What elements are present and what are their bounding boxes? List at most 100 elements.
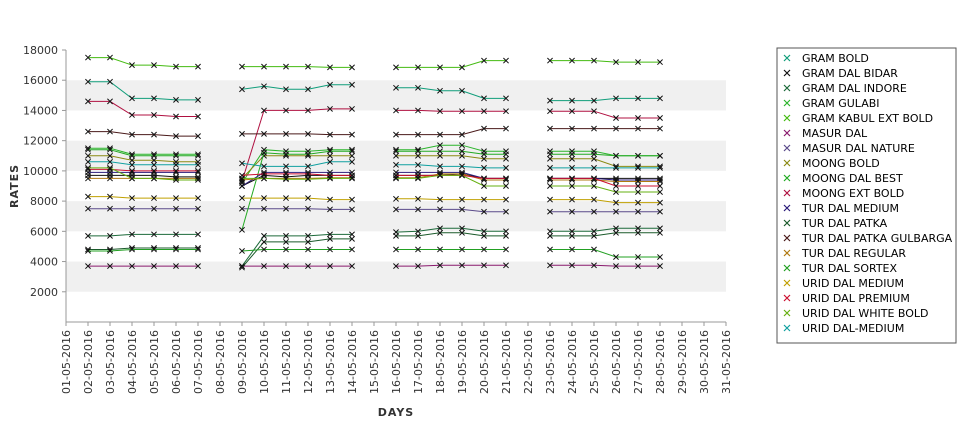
data-point (503, 262, 509, 269)
legend-entry: MOONG BOLD (802, 157, 880, 170)
data-point (437, 108, 443, 115)
data-point (591, 196, 597, 203)
data-point (481, 196, 487, 203)
series-moong-dal-best (85, 146, 663, 233)
data-point (591, 183, 597, 189)
data-point (173, 246, 179, 253)
x-tick-label: 21-05-2016 (500, 330, 513, 394)
data-point (173, 113, 179, 120)
data-point (613, 263, 619, 270)
data-point (569, 155, 575, 162)
legend-marker (783, 204, 791, 212)
data-point (283, 130, 289, 137)
legend-marker (783, 159, 791, 167)
data-point (503, 57, 509, 64)
legend-entry: MOONG DAL BEST (802, 172, 903, 185)
data-point (591, 228, 597, 235)
data-point (327, 175, 333, 182)
data-point (349, 81, 355, 88)
data-point (459, 246, 465, 253)
legend-marker (783, 234, 791, 242)
data-point (437, 64, 443, 71)
x-tick-label: 19-05-2016 (456, 330, 469, 394)
data-point (503, 108, 509, 115)
data-point (503, 175, 509, 182)
data-point (349, 196, 355, 203)
data-point (195, 113, 201, 120)
data-point (195, 205, 201, 212)
data-point (239, 205, 245, 212)
data-point (481, 208, 487, 215)
data-point (591, 246, 597, 253)
data-point (481, 125, 487, 132)
series-gram-dal-indore (85, 225, 663, 270)
data-point (437, 229, 443, 236)
data-point (85, 54, 91, 61)
data-point (195, 63, 201, 70)
background-band (66, 201, 726, 232)
data-point (327, 64, 333, 71)
x-tick-label: 17-05-2016 (412, 330, 425, 394)
x-tick-label: 09-05-2016 (236, 330, 249, 394)
series-line (88, 168, 660, 187)
data-point (107, 175, 113, 182)
legend-marker (783, 309, 791, 317)
data-point (151, 152, 157, 159)
data-point (239, 183, 245, 189)
data-point (261, 107, 267, 114)
data-point (261, 232, 267, 239)
data-point (503, 151, 509, 158)
data-point (85, 232, 91, 239)
y-axis-ticks: 2000 4000 6000 8000 10000 12000 14000 16000 1800… (23, 44, 66, 299)
data-point (459, 229, 465, 236)
data-point (569, 175, 575, 182)
data-point (503, 228, 509, 235)
x-tick-label: 11-05-2016 (280, 330, 293, 394)
data-point (85, 152, 91, 159)
data-point (569, 262, 575, 269)
data-point (327, 196, 333, 203)
legend-entry: MASUR DAL NATURE (802, 142, 915, 155)
data-point (635, 164, 641, 171)
data-point (173, 263, 179, 270)
x-tick-label: 31-05-2016 (720, 330, 733, 394)
data-point (107, 205, 113, 212)
legend-box (776, 47, 957, 344)
data-point (635, 183, 641, 189)
data-point (107, 193, 113, 200)
data-point (591, 125, 597, 132)
y-tick-label: 8000 (30, 195, 58, 208)
legend-marker (783, 84, 791, 92)
x-tick-label: 27-05-2016 (632, 330, 645, 394)
data-point (151, 246, 157, 253)
data-point (613, 208, 619, 215)
data-point (657, 59, 663, 66)
data-point (635, 125, 641, 132)
x-tick-label: 02-05-2016 (82, 330, 95, 394)
data-point (613, 152, 619, 159)
data-point (393, 131, 399, 138)
series-masur-dal (85, 262, 663, 270)
data-point (503, 232, 509, 239)
data-point (239, 130, 245, 137)
data-point (107, 164, 113, 171)
data-point (107, 232, 113, 239)
legend-entry: TUR DAL MEDIUM (801, 202, 899, 215)
y-tick-label: 2000 (30, 286, 58, 299)
legend-entry: MOONG EXT BOLD (802, 187, 904, 200)
data-point (327, 235, 333, 242)
x-tick-label: 06-05-2016 (170, 330, 183, 394)
data-point (85, 175, 91, 182)
x-tick-label: 23-05-2016 (544, 330, 557, 394)
data-point (261, 238, 267, 245)
data-point (107, 248, 113, 254)
series-tur-dal-sortex (85, 246, 663, 260)
data-point (283, 246, 289, 253)
data-point (283, 151, 289, 158)
data-point (195, 195, 201, 202)
x-axis-title: DAYS (378, 406, 414, 419)
y-tick-label: 18000 (23, 44, 58, 57)
data-point (569, 151, 575, 158)
data-point (107, 98, 113, 105)
data-point (437, 142, 443, 149)
